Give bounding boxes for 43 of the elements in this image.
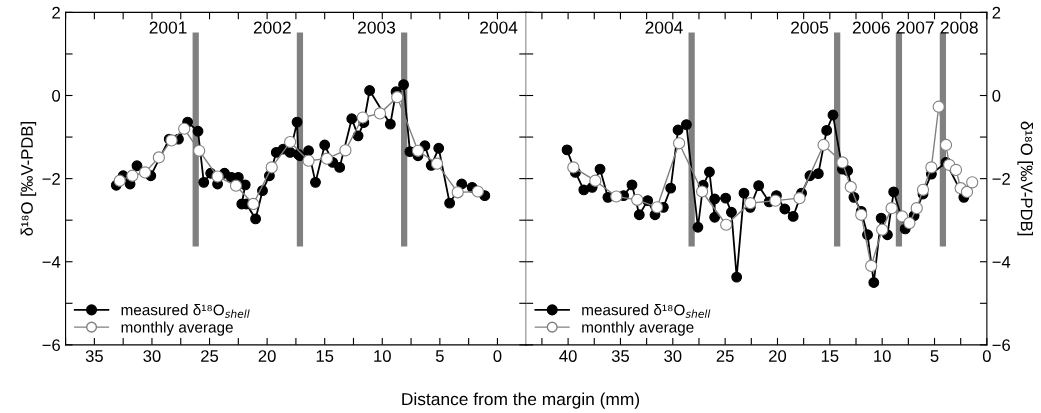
annotation: 2003 [358,21,396,34]
annotation: 2007 [896,21,934,34]
legend-label: monthly average [582,321,694,336]
annotation: 2004 [480,21,518,34]
annotation: 2004 [645,21,683,34]
x-tick-label: 30 [143,350,161,362]
annotation: 2001 [149,21,187,34]
legend-label: monthly average [121,321,233,336]
y-tick-label: −6 [992,339,1010,352]
y-tick-label: 0 [992,89,1001,102]
x-tick-label: 35 [85,350,103,362]
x-tick-label: 15 [821,350,839,362]
x-tick-label: 25 [716,350,734,362]
x-tick-label: 10 [374,350,391,362]
y-tick-label: −6 [42,339,60,352]
y-tick-label: −4 [42,256,61,268]
x-tick-label: 0 [982,350,991,362]
y-tick-label: −2 [992,173,1010,185]
x-tick-label: 20 [769,350,787,362]
y-tick-label: 2 [52,6,60,19]
annotation: 2006 [852,21,890,34]
y-tick-label: −2 [42,173,60,185]
annotation: 2002 [253,21,291,34]
y-tick-label: −4 [992,256,1011,268]
legend-label: measured δ¹⁸O$_{shell}$ [121,304,250,318]
x-tick-label: 30 [664,350,682,362]
annotation: 2005 [791,21,829,34]
x-tick-label: 5 [435,350,444,362]
legend-label: measured δ¹⁸O$_{shell}$ [582,304,711,318]
y-axis-title: δ¹⁸O [‰V-PDB] [20,122,37,236]
y-tick-label: 0 [52,89,61,102]
x-tick-label: 40 [559,350,577,362]
x-tick-label: 10 [874,350,891,362]
x-tick-label: 25 [201,350,219,362]
x-tick-label: 15 [316,350,334,362]
x-axis-title: Distance from the margin (mm) [402,392,640,409]
x-tick-label: 5 [930,350,939,362]
x-tick-label: 20 [258,350,276,362]
annotation: 2008 [940,21,978,34]
x-tick-label: 0 [493,350,502,362]
y-axis-title: δ¹⁸O [‰V-PDB] [1017,121,1033,236]
y-tick-label: 2 [992,6,1001,19]
x-tick-label: 35 [611,350,630,362]
